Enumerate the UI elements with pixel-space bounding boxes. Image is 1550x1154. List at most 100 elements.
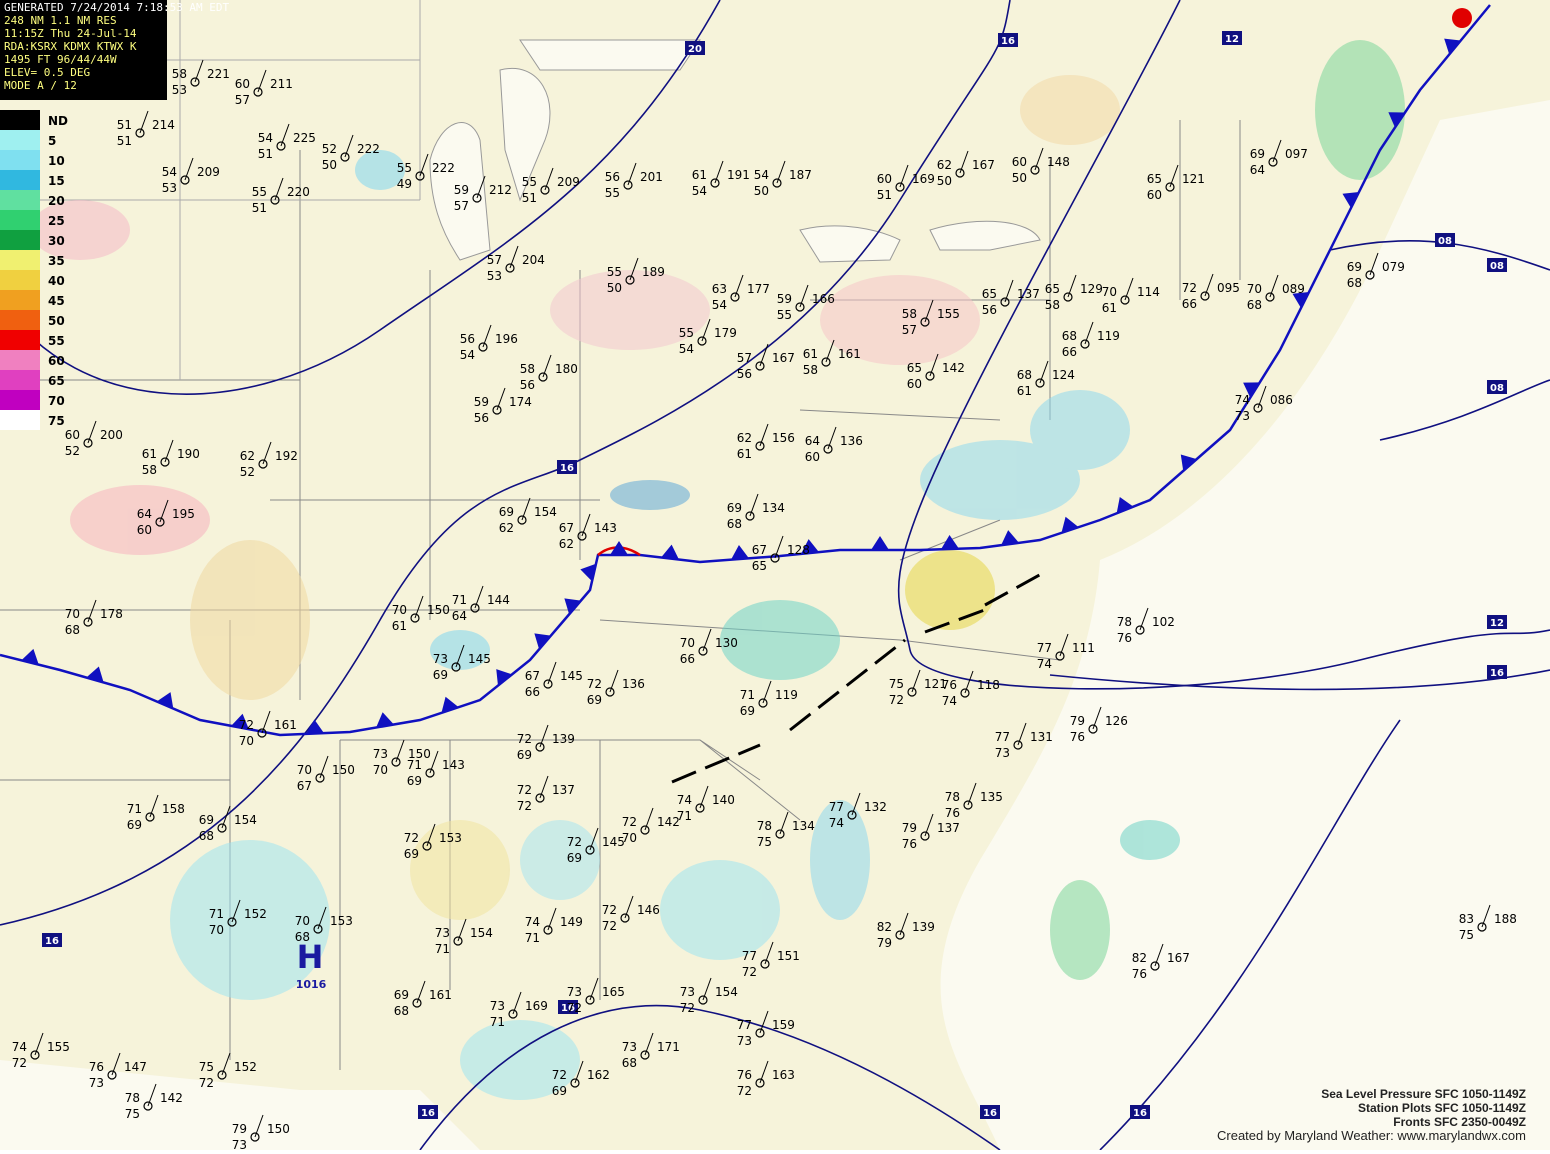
radar-echo: [1120, 820, 1180, 860]
front-triangle: [1116, 497, 1134, 514]
legend-label: 70: [48, 394, 65, 408]
station-circle: [155, 517, 165, 527]
station-circle: [492, 405, 502, 415]
pressure: 154: [534, 505, 557, 519]
station-circle: [107, 1070, 117, 1080]
dewpoint: 69: [433, 668, 448, 682]
pressure: 154: [470, 926, 493, 940]
pressure: 086: [1270, 393, 1293, 407]
dewpoint: 61: [392, 619, 407, 633]
temperature: 78: [125, 1091, 140, 1105]
isobar-label-box: [1487, 380, 1507, 394]
pressure: 137: [1017, 287, 1040, 301]
temperature: 73: [435, 926, 450, 940]
legend: ND 5 10 15 20 25 30 35 40 45 50 55 60 65 70 75: [0, 110, 68, 430]
station-circle: [1013, 740, 1023, 750]
radar-echo: [70, 485, 210, 555]
temperature: 55: [607, 265, 622, 279]
station-circle: [276, 141, 286, 151]
legend-swatch: [0, 130, 40, 150]
temperature: 71: [127, 802, 142, 816]
station-circle: [920, 831, 930, 841]
front-triangle: [86, 666, 104, 683]
pressure: 128: [787, 543, 810, 557]
temperature: 51: [117, 118, 132, 132]
dewpoint: 51: [522, 191, 537, 205]
dewpoint: 72: [517, 799, 532, 813]
dewpoint: 51: [258, 147, 273, 161]
footer-line: Created by Maryland Weather: www.marylan…: [1217, 1128, 1526, 1143]
pressure: 124: [1052, 368, 1075, 382]
pressure: 163: [772, 1068, 795, 1082]
stations: 5853221605721154512255250222554922251512…: [12, 59, 1517, 1152]
pressure: 177: [747, 282, 770, 296]
dewpoint: 56: [520, 378, 535, 392]
temperature: 78: [945, 790, 960, 804]
pressure: 079: [1382, 260, 1405, 274]
pressure: 114: [1137, 285, 1160, 299]
pressure: 165: [602, 985, 625, 999]
radar-echo: [920, 440, 1080, 520]
pressure: 158: [162, 802, 185, 816]
temperature: 78: [1117, 615, 1132, 629]
dewpoint: 73: [89, 1076, 104, 1090]
dewpoint: 72: [602, 919, 617, 933]
info-line: GENERATED 7/24/2014 7:18:53 AM EDT: [4, 1, 230, 14]
pressure: 167: [1167, 951, 1190, 965]
station-circle: [315, 773, 325, 783]
station-circle: [538, 372, 548, 382]
dewpoint: 51: [252, 201, 267, 215]
station-circle: [258, 459, 268, 469]
station-circle: [391, 757, 401, 767]
dewpoint: 70: [622, 831, 637, 845]
temperature: 58: [172, 67, 187, 81]
temperature: 77: [742, 949, 757, 963]
dewpoint: 75: [757, 835, 772, 849]
legend-label: 10: [48, 154, 65, 168]
dewpoint: 57: [235, 93, 250, 107]
station-circle: [745, 511, 755, 521]
front-triangle: [156, 692, 174, 709]
station-circle: [83, 617, 93, 627]
isobar-label-box: [1487, 615, 1507, 629]
legend-swatch: [0, 330, 40, 350]
dewpoint: 75: [125, 1107, 140, 1121]
pressure: 146: [637, 903, 660, 917]
station-circle: [30, 1050, 40, 1060]
temperature: 70: [65, 607, 80, 621]
legend-swatch: [0, 350, 40, 370]
station-circle: [925, 371, 935, 381]
legend-swatch: [0, 370, 40, 390]
temperature: 73: [680, 985, 695, 999]
pressure: 147: [124, 1060, 147, 1074]
dewpoint: 73: [1235, 409, 1250, 423]
dewpoint: 66: [680, 652, 695, 666]
station-circle: [1000, 297, 1010, 307]
temperature: 65: [982, 287, 997, 301]
station-circle: [180, 175, 190, 185]
dewpoint: 69: [517, 748, 532, 762]
dewpoint: 51: [117, 134, 132, 148]
pressure: 097: [1285, 147, 1308, 161]
front-triangle: [534, 633, 551, 650]
station-circle: [585, 995, 595, 1005]
temperature: 73: [373, 747, 388, 761]
pressure: 139: [912, 920, 935, 934]
legend-swatch: [0, 310, 40, 330]
temperature: 72: [602, 903, 617, 917]
pressure: 178: [100, 607, 123, 621]
dewpoint: 56: [474, 411, 489, 425]
legend-swatch: [0, 150, 40, 170]
pressure: 171: [657, 1040, 680, 1054]
temperature: 69: [1250, 147, 1265, 161]
pressure: 204: [522, 253, 545, 267]
station-circle: [755, 361, 765, 371]
temperature: 77: [737, 1018, 752, 1032]
temperature: 64: [137, 507, 152, 521]
temperature: 60: [65, 428, 80, 442]
dewpoint: 68: [199, 829, 214, 843]
pressure: 118: [977, 678, 1000, 692]
pressure: 139: [552, 732, 575, 746]
